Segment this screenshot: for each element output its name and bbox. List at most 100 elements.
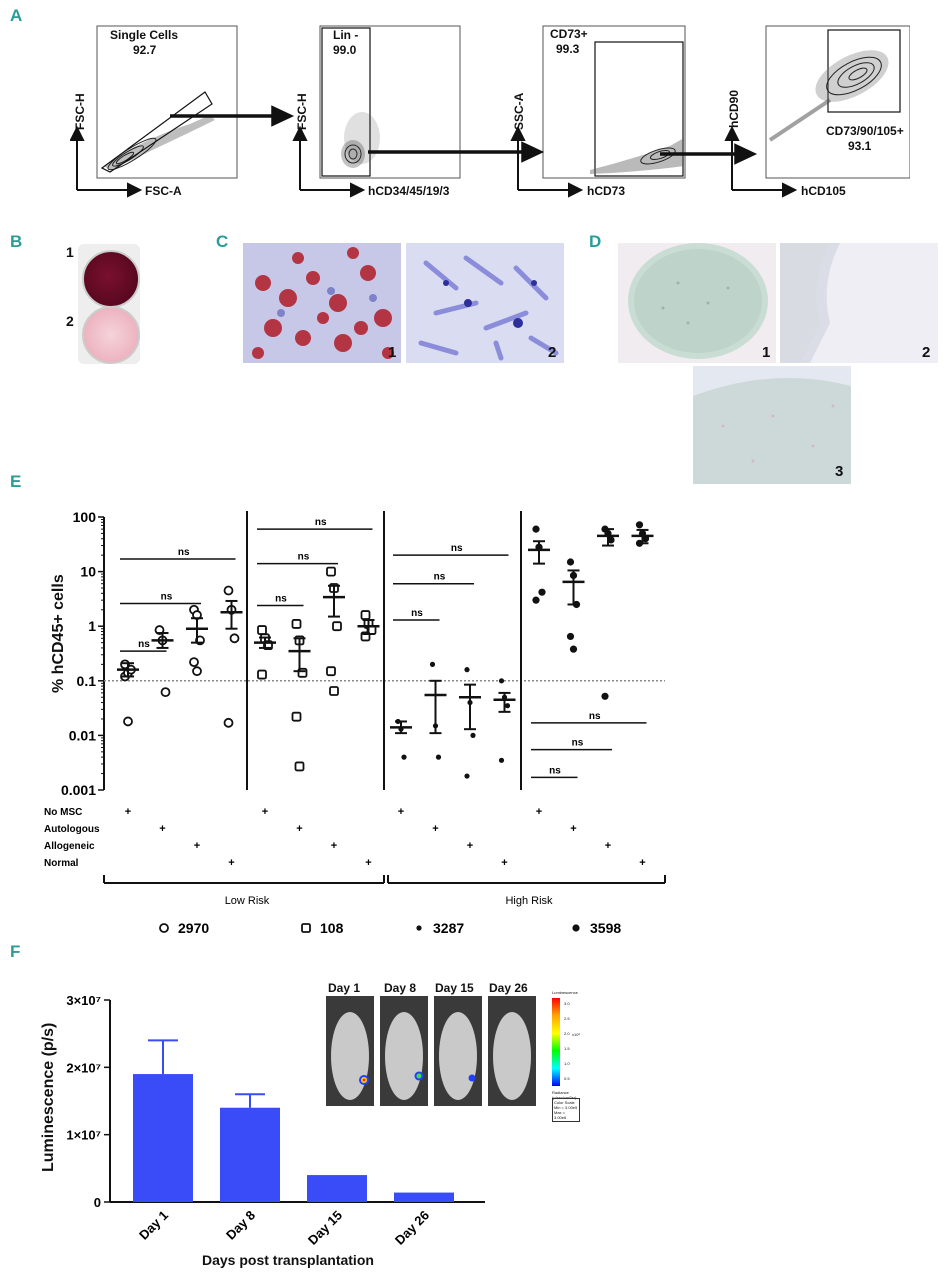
bli-mouse-images <box>326 996 536 1106</box>
legend-label-3598: 3598 <box>590 920 621 936</box>
micrograph-d1 <box>618 243 776 363</box>
y-label-1: FSC-H <box>73 93 87 130</box>
panel-f-xlabel: Days post transplantation <box>202 1252 374 1268</box>
panel-e-ytick-label-1: 0.01 <box>69 727 96 743</box>
condition-plus: + <box>125 806 131 818</box>
data-point <box>464 667 470 673</box>
panel-e-group-3598 <box>528 521 654 700</box>
condition-plus: + <box>605 840 611 852</box>
facs-plot-3-density <box>590 41 684 177</box>
comparison-label-11: ns <box>549 765 561 776</box>
gating-arrows <box>170 105 758 165</box>
condition-plus: + <box>639 857 645 869</box>
bli-mouse-2 <box>380 996 428 1106</box>
bli-tick-0: 3.0 <box>564 1001 570 1006</box>
panel-f-ytick-label-2: 2×10⁷ <box>66 1060 101 1075</box>
facs-plot-2-frame <box>319 25 461 179</box>
facs-axes-1 <box>70 125 143 198</box>
panel-e-group-3287 <box>390 661 516 779</box>
data-point <box>532 596 540 604</box>
data-point <box>360 610 371 620</box>
condition-plus: + <box>296 823 302 835</box>
micrograph-c1-label: 1 <box>388 344 397 361</box>
well-2 <box>82 306 140 364</box>
data-point <box>532 525 540 533</box>
panel-e-ytick-label-4: 10 <box>80 564 96 580</box>
bli-tick-5: 0.5 <box>564 1076 570 1081</box>
facs-plot-1-density <box>100 91 215 173</box>
data-point <box>601 692 609 700</box>
bli-minmax-box: Color Scale Min = 3.00e5 Max = 3.00e6 <box>552 1098 580 1122</box>
well-label-2: 2 <box>66 313 74 329</box>
well-1 <box>82 250 140 308</box>
x-label-3: hCD73 <box>587 184 626 198</box>
bli-tick-2: 2.0 <box>564 1031 570 1036</box>
micrograph-c2-label: 2 <box>548 344 557 361</box>
data-point <box>189 657 199 668</box>
x-tick-label-1: Day 8 <box>223 1208 258 1243</box>
comparison-label-4: ns <box>298 552 310 563</box>
bli-scale-unit: x10⁶ <box>572 1032 581 1037</box>
panel-f-ytick-label-3: 3×10⁷ <box>66 993 101 1008</box>
condition-row-label-1: Autologous <box>44 824 100 835</box>
gate-pct-2: 99.0 <box>333 43 357 57</box>
x-tick-label-0: Day 1 <box>136 1208 171 1243</box>
legend-label-3287: 3287 <box>433 920 464 936</box>
bli-tick-1: 2.5 <box>564 1016 570 1021</box>
data-point <box>257 625 267 635</box>
panel-e-ytick-label-2: 0.1 <box>77 673 97 689</box>
data-point <box>569 645 578 653</box>
y-label-2: FSC-H <box>295 93 309 130</box>
facs-axes-3 <box>510 125 584 198</box>
data-point <box>257 669 267 680</box>
micrograph-c2 <box>406 243 564 363</box>
condition-plus: + <box>331 840 337 852</box>
data-point <box>429 661 436 667</box>
well-label-1: 1 <box>66 244 74 260</box>
bli-mouse-3 <box>434 996 482 1106</box>
bli-scale-ticks: 3.0 2.5 2.0 1.5 1.0 0.5 <box>564 996 570 1086</box>
bli-mouse-4 <box>488 996 536 1106</box>
micrograph-d2 <box>780 243 938 363</box>
condition-plus: + <box>467 840 473 852</box>
bar-day-8 <box>220 1107 280 1202</box>
facs-plot-4-density <box>768 29 901 142</box>
data-point <box>566 558 575 566</box>
comparison-label-2: ns <box>178 547 190 558</box>
data-point <box>326 566 336 577</box>
facs-axes-2 <box>292 125 366 198</box>
bli-radiance-note: Radiance (p/sec/cm²/sr) <box>552 1090 577 1100</box>
condition-plus: + <box>570 823 576 835</box>
data-point <box>498 678 505 684</box>
condition-plus: + <box>194 840 200 852</box>
comparison-label-5: ns <box>315 517 327 528</box>
bar-day-1 <box>133 1074 193 1202</box>
data-point <box>498 757 505 763</box>
gate-name-3: CD73+ <box>550 27 588 41</box>
panel-letter-d: D <box>589 232 602 251</box>
micrograph-d3-label: 3 <box>835 463 844 480</box>
high-risk-label: High Risk <box>505 895 553 907</box>
comparison-label-8: ns <box>451 543 463 554</box>
data-point <box>435 754 442 760</box>
legend-label-2970: 2970 <box>178 920 209 936</box>
bli-color-scale <box>552 998 560 1086</box>
bar-day-26 <box>394 1192 454 1202</box>
data-point <box>470 732 476 738</box>
panel-letter-c: C <box>216 232 229 251</box>
gate-pct-3: 99.3 <box>556 42 580 56</box>
panel-letter-e: E <box>10 472 22 491</box>
bli-color-scale-label: Color Scale <box>554 1100 575 1105</box>
gate-name-1: Single Cells <box>110 28 179 42</box>
facs-plot-1-frame <box>96 25 238 179</box>
x-label-1: FSC-A <box>145 184 182 198</box>
data-point <box>332 621 342 632</box>
x-label-4: hCD105 <box>801 184 846 198</box>
facs-plot-3-frame <box>542 25 686 179</box>
data-point <box>291 711 302 722</box>
condition-plus: + <box>398 806 404 818</box>
data-point <box>160 687 171 698</box>
data-point <box>504 703 511 709</box>
panel-e-scatter-chart: 0.001 0.01 0.1 1 10 100 ns ns ns ns ns ns ns ns ns ns ns… <box>44 509 666 936</box>
bli-inset: Day 1 Day 8 Day 15 Day 26 Luminescence 3… <box>324 980 584 1130</box>
